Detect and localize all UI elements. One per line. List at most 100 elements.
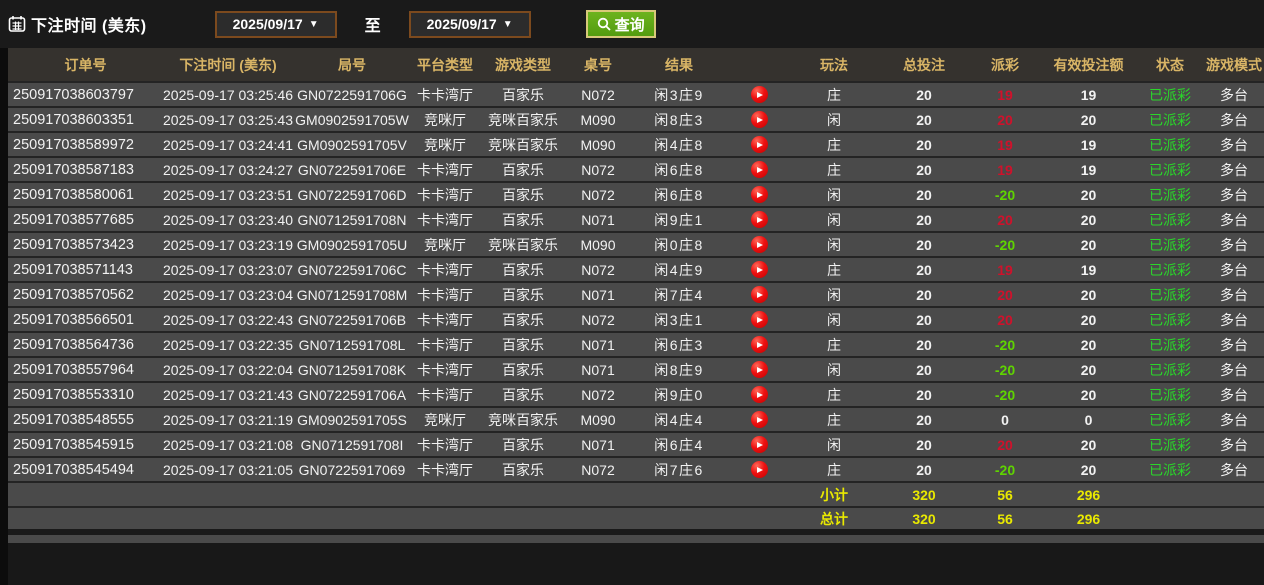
table-header: 订单号 下注时间 (美东) 局号 平台类型 游戏类型 桌号 结果 玩法 总投注 … bbox=[8, 48, 1264, 83]
platform-type: 卡卡湾厅 bbox=[411, 181, 479, 207]
order-number: 250917038566501 bbox=[8, 306, 163, 332]
status: 已派彩 bbox=[1136, 206, 1204, 232]
play-icon[interactable] bbox=[750, 436, 768, 454]
play-icon[interactable] bbox=[750, 186, 768, 204]
bet-time: 2025-09-17 03:21:05 bbox=[163, 456, 293, 482]
date-from-select[interactable]: 2025/09/17 ▼ bbox=[214, 10, 337, 38]
play-icon[interactable] bbox=[750, 361, 768, 379]
bet-records-table-wrap: 订单号 下注时间 (美东) 局号 平台类型 游戏类型 桌号 结果 玩法 总投注 … bbox=[8, 48, 1264, 543]
bet-time: 2025-09-17 03:23:07 bbox=[163, 256, 293, 282]
bet-time: 2025-09-17 03:21:43 bbox=[163, 381, 293, 407]
payout: -20 bbox=[969, 356, 1041, 382]
play-icon[interactable] bbox=[750, 161, 768, 179]
date-to-select[interactable]: 2025/09/17 ▼ bbox=[408, 10, 531, 38]
play-icon[interactable] bbox=[750, 86, 768, 104]
total-label: 总计 bbox=[789, 506, 879, 532]
bet-option: 庄 bbox=[789, 331, 879, 357]
round-number: GN0722591706G bbox=[293, 82, 411, 107]
play-icon[interactable] bbox=[750, 211, 768, 229]
bet-option: 闲 bbox=[789, 106, 879, 132]
order-number: 250917038548555 bbox=[8, 406, 163, 432]
bet-time: 2025-09-17 03:25:46 bbox=[163, 82, 293, 107]
game-mode: 多台 bbox=[1204, 356, 1264, 382]
valid-bet: 20 bbox=[1041, 356, 1136, 382]
play-icon[interactable] bbox=[750, 461, 768, 479]
round-number: GM0902591705W bbox=[293, 106, 411, 132]
bet-option: 庄 bbox=[789, 456, 879, 482]
bet-time: 2025-09-17 03:22:04 bbox=[163, 356, 293, 382]
bet-time: 2025-09-17 03:22:43 bbox=[163, 306, 293, 332]
payout: -20 bbox=[969, 231, 1041, 257]
play-icon[interactable] bbox=[750, 311, 768, 329]
play-icon[interactable] bbox=[750, 236, 768, 254]
play-icon[interactable] bbox=[750, 286, 768, 304]
status: 已派彩 bbox=[1136, 306, 1204, 332]
round-number: GM0902591705U bbox=[293, 231, 411, 257]
col-game-type: 游戏类型 bbox=[479, 48, 567, 83]
table-row: 250917038589972 2025-09-17 03:24:41 GM09… bbox=[8, 131, 1264, 157]
payout: -20 bbox=[969, 181, 1041, 207]
order-number: 250917038564736 bbox=[8, 331, 163, 357]
result: 闲4庄8 bbox=[629, 131, 729, 157]
table-number: N071 bbox=[567, 431, 629, 457]
search-icon bbox=[597, 17, 611, 31]
payout: 19 bbox=[969, 156, 1041, 182]
payout: 20 bbox=[969, 106, 1041, 132]
table-footer: 小计 320 56 296 总计 320 56 296 bbox=[8, 481, 1264, 543]
status: 已派彩 bbox=[1136, 281, 1204, 307]
bet-option: 闲 bbox=[789, 306, 879, 332]
game-mode: 多台 bbox=[1204, 131, 1264, 157]
platform-type: 卡卡湾厅 bbox=[411, 82, 479, 107]
play-icon[interactable] bbox=[750, 386, 768, 404]
total-valid-bet: 296 bbox=[1041, 506, 1136, 532]
game-type: 百家乐 bbox=[479, 331, 567, 357]
total-bet: 20 bbox=[879, 406, 969, 432]
table-number: N072 bbox=[567, 256, 629, 282]
play-icon[interactable] bbox=[750, 136, 768, 154]
play-icon[interactable] bbox=[750, 261, 768, 279]
game-mode: 多台 bbox=[1204, 256, 1264, 282]
col-replay bbox=[729, 48, 789, 83]
play-icon[interactable] bbox=[750, 411, 768, 429]
payout: 19 bbox=[969, 131, 1041, 157]
bet-time: 2025-09-17 03:23:04 bbox=[163, 281, 293, 307]
valid-bet: 20 bbox=[1041, 306, 1136, 332]
game-type: 百家乐 bbox=[479, 256, 567, 282]
play-icon[interactable] bbox=[750, 336, 768, 354]
round-number: GN07225917069 bbox=[293, 456, 411, 482]
bet-time: 2025-09-17 03:23:40 bbox=[163, 206, 293, 232]
result: 闲9庄0 bbox=[629, 381, 729, 407]
game-type: 百家乐 bbox=[479, 306, 567, 332]
bet-time: 2025-09-17 03:24:41 bbox=[163, 131, 293, 157]
payout: 0 bbox=[969, 406, 1041, 432]
table-number: N071 bbox=[567, 356, 629, 382]
payout: 20 bbox=[969, 306, 1041, 332]
valid-bet: 20 bbox=[1041, 281, 1136, 307]
to-label: 至 bbox=[364, 18, 381, 35]
bet-option: 闲 bbox=[789, 431, 879, 457]
bet-option: 闲 bbox=[789, 231, 879, 257]
status: 已派彩 bbox=[1136, 331, 1204, 357]
result: 闲7庄4 bbox=[629, 281, 729, 307]
valid-bet: 20 bbox=[1041, 106, 1136, 132]
game-type: 百家乐 bbox=[479, 82, 567, 107]
total-bet: 20 bbox=[879, 82, 969, 107]
game-type: 百家乐 bbox=[479, 206, 567, 232]
game-type: 百家乐 bbox=[479, 281, 567, 307]
bet-time: 2025-09-17 03:21:08 bbox=[163, 431, 293, 457]
query-button-label: 查询 bbox=[614, 16, 645, 34]
table-number: N072 bbox=[567, 456, 629, 482]
query-button[interactable]: 查询 bbox=[585, 10, 656, 38]
table-row: 250917038570562 2025-09-17 03:23:04 GN07… bbox=[8, 281, 1264, 307]
order-number: 250917038545915 bbox=[8, 431, 163, 457]
total-total-bet: 320 bbox=[879, 506, 969, 532]
play-icon[interactable] bbox=[750, 111, 768, 129]
total-bet: 20 bbox=[879, 306, 969, 332]
order-number: 250917038545494 bbox=[8, 456, 163, 482]
valid-bet: 20 bbox=[1041, 331, 1136, 357]
platform-type: 竞咪厅 bbox=[411, 231, 479, 257]
round-number: GM0902591705S bbox=[293, 406, 411, 432]
bet-option: 庄 bbox=[789, 381, 879, 407]
platform-type: 卡卡湾厅 bbox=[411, 306, 479, 332]
table-row: 250917038577685 2025-09-17 03:23:40 GN07… bbox=[8, 206, 1264, 232]
